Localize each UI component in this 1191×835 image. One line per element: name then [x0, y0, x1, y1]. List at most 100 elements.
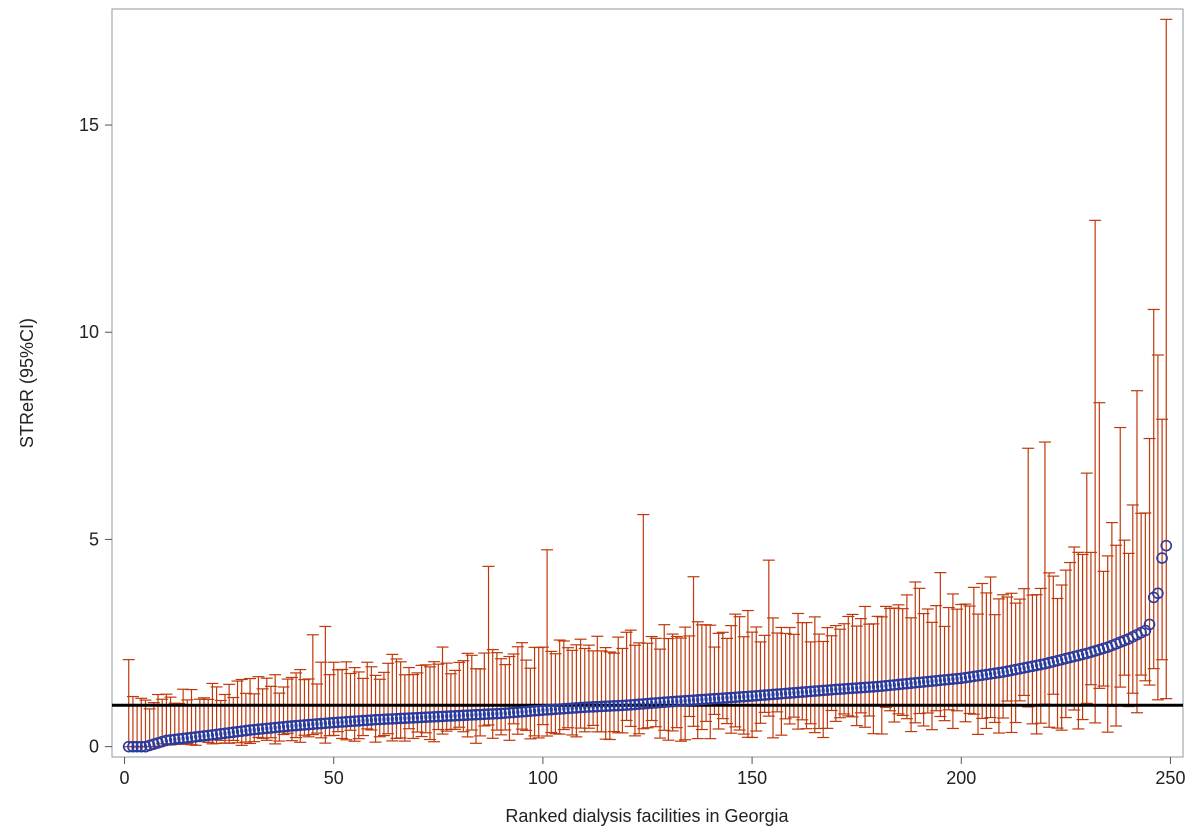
data-point	[901, 677, 913, 690]
data-point	[612, 699, 625, 712]
data-point	[1014, 662, 1026, 675]
data-point	[683, 694, 696, 707]
data-point	[675, 695, 687, 707]
data-point	[357, 714, 369, 727]
data-point	[729, 691, 742, 704]
data-point	[947, 673, 959, 685]
data-point	[972, 669, 984, 682]
data-point	[922, 675, 934, 688]
y-axis: 0 5 10 15	[79, 115, 112, 757]
data-point	[311, 718, 323, 730]
data-point	[319, 717, 332, 730]
data-point	[474, 708, 486, 721]
data-point	[532, 704, 545, 717]
data-point	[168, 733, 181, 746]
error-bar	[800, 621, 813, 730]
x-tick-label: 200	[946, 768, 976, 788]
x-axis-label: Ranked dialysis facilities in Georgia	[505, 806, 789, 826]
data-point	[465, 709, 478, 721]
data-point	[436, 710, 449, 723]
data-point	[336, 716, 348, 728]
data-point	[553, 703, 566, 715]
data-point	[432, 710, 445, 723]
data-point	[574, 701, 587, 714]
data-point	[277, 720, 290, 733]
data-point	[796, 686, 809, 698]
data-point	[122, 740, 135, 753]
data-point	[1022, 661, 1035, 673]
data-point	[403, 712, 415, 724]
data-point	[608, 700, 620, 712]
data-point	[813, 684, 825, 697]
data-point	[198, 730, 210, 742]
error-bars-group	[122, 18, 1173, 748]
x-tick-label: 50	[324, 768, 344, 788]
error-bar	[369, 674, 382, 743]
data-point	[871, 680, 884, 693]
data-point	[800, 685, 813, 698]
y-tick-label: 10	[79, 322, 99, 342]
error-bar	[386, 653, 399, 742]
data-point	[131, 740, 143, 753]
data-point	[369, 713, 382, 726]
data-point	[537, 704, 549, 716]
data-point	[976, 669, 988, 681]
data-point	[1034, 658, 1047, 671]
data-point	[892, 678, 905, 691]
data-point	[712, 692, 725, 705]
data-point	[809, 685, 821, 697]
data-point	[633, 698, 645, 711]
data-point	[591, 700, 604, 713]
data-point	[850, 682, 863, 694]
data-point	[390, 712, 403, 725]
data-point	[737, 690, 750, 703]
error-bar	[1072, 551, 1085, 730]
data-point	[344, 715, 357, 728]
error-bar	[603, 651, 616, 741]
error-bar	[1089, 219, 1102, 724]
data-point	[206, 729, 219, 741]
data-point	[829, 683, 842, 696]
data-point	[1005, 664, 1018, 677]
x-tick-label: 250	[1155, 768, 1185, 788]
data-point	[963, 671, 976, 683]
data-point	[620, 699, 633, 711]
data-point	[470, 708, 482, 721]
data-point	[767, 688, 779, 701]
error-bar	[306, 634, 319, 736]
error-bar	[997, 594, 1010, 719]
data-point	[365, 714, 378, 726]
data-point	[273, 721, 286, 733]
data-point	[834, 683, 846, 695]
data-point	[1030, 659, 1043, 672]
data-point	[566, 702, 578, 714]
data-point	[181, 732, 194, 744]
data-point	[817, 684, 830, 697]
data-point	[616, 699, 629, 712]
data-point	[570, 702, 583, 714]
data-point	[189, 731, 202, 743]
x-tick-label: 0	[120, 768, 130, 788]
error-bar	[1005, 592, 1018, 734]
data-point	[440, 710, 453, 722]
data-point	[641, 697, 654, 710]
error-bar	[750, 626, 763, 732]
data-point	[955, 672, 968, 685]
error-bar	[821, 627, 834, 729]
data-point	[394, 712, 407, 725]
error-bar	[1093, 402, 1106, 689]
error-bar	[1151, 354, 1164, 701]
data-point	[662, 696, 675, 708]
data-point	[863, 681, 876, 693]
data-point	[382, 713, 394, 725]
data-point	[428, 711, 440, 723]
data-point	[315, 717, 327, 730]
error-bar	[691, 621, 704, 740]
data-point	[997, 666, 1009, 678]
data-point	[348, 715, 361, 727]
data-point	[859, 681, 871, 694]
error-bar	[428, 661, 441, 743]
data-point	[235, 725, 248, 737]
data-point	[696, 693, 708, 706]
